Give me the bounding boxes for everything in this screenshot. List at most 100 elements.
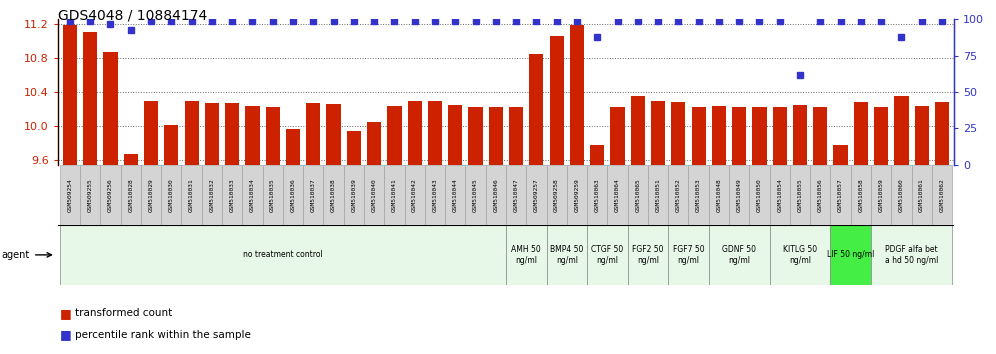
Text: GSM510052: GSM510052 (676, 178, 681, 212)
Bar (911, 165, 932, 225)
Bar (709, 165, 729, 225)
Bar (509, 107, 523, 165)
Text: GSM510065: GSM510065 (635, 178, 640, 212)
Text: ■: ■ (60, 328, 72, 341)
Bar (874, 107, 888, 165)
Bar (854, 102, 868, 165)
Bar (80, 165, 101, 225)
Bar (570, 25, 584, 165)
Bar (205, 103, 219, 165)
Text: GSM510064: GSM510064 (615, 178, 621, 212)
Bar (932, 165, 952, 225)
Text: GSM510029: GSM510029 (148, 178, 153, 212)
Text: AMH 50
ng/ml: AMH 50 ng/ml (511, 245, 541, 264)
Bar (303, 165, 324, 225)
Text: percentile rank within the sample: percentile rank within the sample (75, 330, 251, 339)
Text: GSM510030: GSM510030 (169, 178, 174, 212)
Bar (60, 225, 506, 285)
Bar (101, 165, 121, 225)
Text: GSM510062: GSM510062 (939, 178, 944, 212)
Bar (242, 165, 263, 225)
Bar (486, 165, 506, 225)
Bar (851, 165, 872, 225)
Bar (324, 165, 344, 225)
Bar (668, 165, 688, 225)
Bar (709, 225, 770, 285)
Text: GSM509256: GSM509256 (108, 178, 113, 212)
Text: GSM510034: GSM510034 (250, 178, 255, 212)
Text: CTGF 50
ng/ml: CTGF 50 ng/ml (592, 245, 623, 264)
Text: GSM510038: GSM510038 (331, 178, 336, 212)
Bar (364, 165, 384, 225)
Text: GSM510042: GSM510042 (412, 178, 417, 212)
Text: GSM510053: GSM510053 (696, 178, 701, 212)
Bar (627, 225, 668, 285)
Text: GSM510028: GSM510028 (128, 178, 133, 212)
Bar (83, 32, 98, 165)
Bar (627, 165, 648, 225)
Text: GSM510061: GSM510061 (919, 178, 924, 212)
Text: GSM510054: GSM510054 (777, 178, 782, 212)
Bar (144, 101, 158, 165)
Bar (671, 102, 685, 165)
Text: GSM510035: GSM510035 (270, 178, 275, 212)
Bar (872, 165, 891, 225)
Text: LIF 50 ng/ml: LIF 50 ng/ml (827, 250, 874, 259)
Text: GSM510047: GSM510047 (514, 178, 519, 212)
Text: GSM510049: GSM510049 (737, 178, 742, 212)
Bar (286, 129, 300, 165)
Bar (384, 165, 404, 225)
Text: GSM510037: GSM510037 (311, 178, 316, 212)
Text: GSM510059: GSM510059 (878, 178, 883, 212)
Bar (164, 125, 178, 165)
Bar (752, 107, 767, 165)
Text: FGF7 50
ng/ml: FGF7 50 ng/ml (672, 245, 704, 264)
Text: GSM510063: GSM510063 (595, 178, 600, 212)
Text: GSM510055: GSM510055 (798, 178, 803, 212)
Bar (489, 107, 503, 165)
Bar (225, 103, 239, 165)
Bar (651, 101, 665, 165)
Bar (448, 105, 462, 165)
Text: GSM510040: GSM510040 (372, 178, 376, 212)
Text: GSM510056: GSM510056 (818, 178, 823, 212)
Bar (587, 165, 608, 225)
Bar (428, 101, 442, 165)
Bar (810, 165, 831, 225)
Text: GSM509258: GSM509258 (554, 178, 559, 212)
Bar (445, 165, 465, 225)
Bar (468, 107, 483, 165)
Text: KITLG 50
ng/ml: KITLG 50 ng/ml (783, 245, 817, 264)
Bar (344, 165, 364, 225)
Bar (891, 165, 911, 225)
Bar (914, 106, 929, 165)
Bar (60, 165, 80, 225)
Bar (202, 165, 222, 225)
Bar (547, 165, 567, 225)
Bar (104, 52, 118, 165)
Bar (387, 106, 401, 165)
Bar (790, 165, 810, 225)
Text: GSM510033: GSM510033 (230, 178, 235, 212)
Bar (407, 101, 421, 165)
Text: GSM510044: GSM510044 (453, 178, 458, 212)
Bar (773, 107, 787, 165)
Bar (894, 96, 908, 165)
Bar (872, 225, 952, 285)
Bar (327, 104, 341, 165)
Text: GSM510050: GSM510050 (757, 178, 762, 212)
Bar (506, 165, 526, 225)
Bar (140, 165, 161, 225)
Bar (263, 165, 283, 225)
Bar (611, 107, 624, 165)
Bar (184, 101, 199, 165)
Bar (770, 225, 831, 285)
Bar (712, 106, 726, 165)
Bar (813, 107, 828, 165)
Text: GSM510057: GSM510057 (838, 178, 843, 212)
Bar (630, 96, 644, 165)
Text: agent: agent (1, 250, 29, 260)
Bar (834, 145, 848, 165)
Bar (587, 225, 627, 285)
Bar (668, 225, 709, 285)
